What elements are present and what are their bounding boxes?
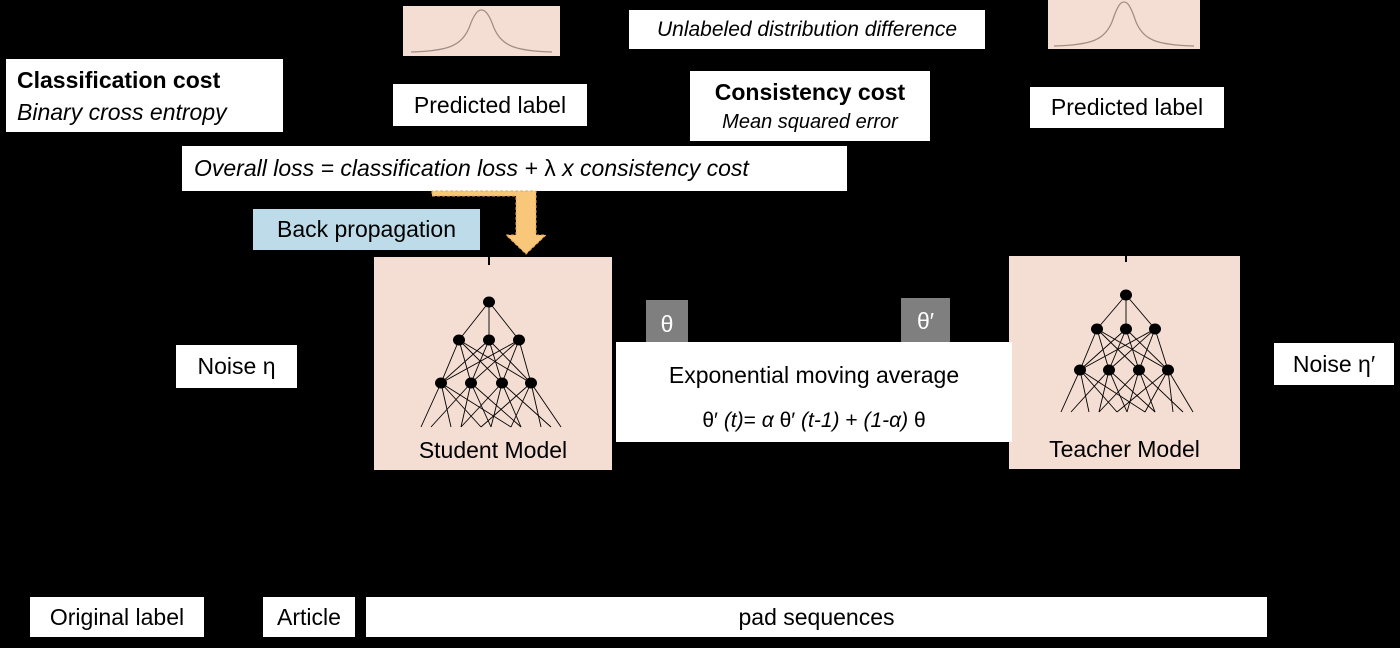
teacher-predicted-label: Predicted label [1050,94,1204,120]
original-label-text: Original label [49,603,185,630]
ema-title: Exponential moving average [668,362,960,388]
back-propagation-box: Back propagation [253,209,480,250]
ema-f1: θ′ [702,409,724,432]
ema-f3: = [743,409,762,432]
article-text: Article [277,603,341,630]
ema-f4: α [761,409,774,432]
pad-sequences-box: pad sequences [366,597,1267,637]
classification-cost-box: Classification cost Binary cross entropy [6,59,283,132]
unlabeled-distribution-text: Unlabeled distribution difference [656,17,958,41]
teacher-noise-label: Noise η′ [1292,350,1376,377]
student-network-icon [420,257,562,428]
consistency-cost-box: Consistency cost Mean squared error [690,71,930,141]
student-distribution-plot [403,6,560,56]
teacher-noise-box: Noise η′ [1274,343,1394,385]
theta-box: θ [646,300,688,348]
theta-prime-box: θ′ [901,298,950,344]
ema-box: Exponential moving average θ′ (t)= α θ′ … [616,342,1012,442]
ema-f5: θ′ [773,409,802,432]
student-predicted-label-box: Predicted label [393,84,587,126]
student-model-label: Student Model [418,437,568,463]
ema-formula: θ′ (t)= α θ′ (t-1) + (1-α) θ [616,409,1012,433]
unlabeled-distribution-box: Unlabeled distribution difference [629,10,985,49]
teacher-network-icon [1060,256,1194,413]
overall-loss-suffix: x consistency cost [555,155,749,181]
overall-loss-formula: Overall loss = classification loss + λ x… [194,155,749,182]
teacher-predicted-label-box: Predicted label [1030,87,1224,128]
ema-f7: + [839,409,864,432]
theta-prime-label: θ′ [916,307,935,334]
pad-sequences-text: pad sequences [738,603,895,630]
overall-loss-prefix: Overall loss = classification loss + [194,155,545,181]
back-propagation-label: Back propagation [276,216,456,242]
original-label-box: Original label [30,597,204,637]
teacher-model-box: Teacher Model [1009,256,1240,469]
ema-f8: (1-α) [863,409,909,432]
teacher-gaussian-curve [1053,1,1195,47]
overall-loss-box: Overall loss = classification loss + λ x… [182,146,847,191]
consistency-cost-title: Consistency cost [714,79,906,105]
article-box: Article [263,597,355,637]
classification-cost-subtitle: Binary cross entropy [17,99,227,125]
ema-f2: (t) [723,409,744,432]
consistency-cost-subtitle: Mean squared error [722,111,898,133]
student-noise-label: Noise η [197,353,276,379]
student-noise-box: Noise η [176,345,297,388]
theta-label: θ [660,310,674,337]
lambda-symbol: λ [544,155,556,181]
teacher-distribution-plot [1048,0,1200,49]
student-gaussian-curve [410,9,553,53]
ema-f6: (t-1) [801,409,840,432]
student-model-box: Student Model [374,257,612,470]
student-predicted-label: Predicted label [413,91,567,118]
ema-f9: θ [908,409,926,432]
teacher-model-label: Teacher Model [1049,436,1200,462]
classification-cost-title: Classification cost [17,67,221,93]
